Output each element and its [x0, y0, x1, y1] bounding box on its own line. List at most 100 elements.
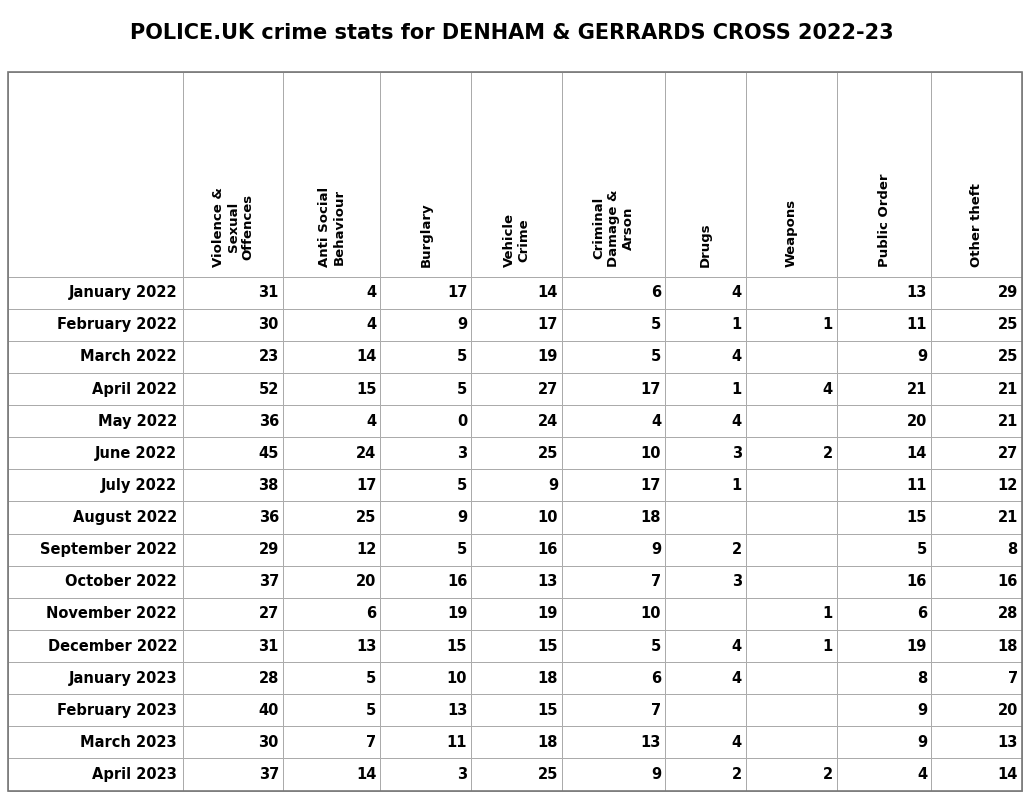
Text: June 2022: June 2022	[95, 446, 177, 461]
Text: November 2022: November 2022	[46, 607, 177, 622]
Bar	[381, 72, 471, 277]
Bar	[837, 277, 931, 308]
Text: 5: 5	[367, 671, 377, 685]
Text: 15: 15	[538, 703, 558, 718]
Text: January 2022: January 2022	[69, 285, 177, 300]
Bar	[666, 726, 746, 759]
Text: 14: 14	[356, 767, 377, 782]
Bar	[746, 662, 837, 694]
Text: 10: 10	[446, 671, 467, 685]
Text: 8: 8	[916, 671, 927, 685]
Text: 7: 7	[651, 575, 662, 589]
Text: 37: 37	[259, 767, 279, 782]
Text: 17: 17	[538, 317, 558, 332]
Text: 27: 27	[538, 382, 558, 397]
Bar	[837, 501, 931, 534]
Bar	[837, 759, 931, 791]
Text: 3: 3	[732, 446, 742, 461]
Bar	[283, 373, 381, 405]
Text: 11: 11	[906, 317, 927, 332]
Bar	[183, 534, 283, 566]
Bar	[746, 694, 837, 726]
Bar	[283, 726, 381, 759]
Text: 10: 10	[538, 510, 558, 525]
Text: 17: 17	[446, 285, 467, 300]
Text: 18: 18	[997, 638, 1018, 654]
Bar	[931, 501, 1022, 534]
Bar	[746, 277, 837, 308]
Bar	[666, 534, 746, 566]
Bar	[183, 501, 283, 534]
Bar	[381, 438, 471, 469]
Bar	[931, 72, 1022, 277]
Bar	[746, 469, 837, 501]
Text: 25: 25	[997, 317, 1018, 332]
Bar	[931, 694, 1022, 726]
Text: 14: 14	[997, 767, 1018, 782]
Bar	[381, 277, 471, 308]
Text: September 2022: September 2022	[40, 542, 177, 557]
Bar	[666, 308, 746, 341]
Bar	[562, 72, 666, 277]
Text: 12: 12	[356, 542, 377, 557]
Text: April 2023: April 2023	[92, 767, 177, 782]
Bar	[746, 438, 837, 469]
Bar	[931, 308, 1022, 341]
Bar	[8, 694, 183, 726]
Bar	[746, 630, 837, 662]
Text: 6: 6	[651, 285, 662, 300]
Text: 4: 4	[651, 414, 662, 429]
Text: 20: 20	[356, 575, 377, 589]
Bar	[562, 438, 666, 469]
Text: 2: 2	[822, 767, 833, 782]
Text: Weapons: Weapons	[785, 199, 798, 267]
Text: Anti Social
Behaviour: Anti Social Behaviour	[317, 187, 346, 267]
Bar	[562, 534, 666, 566]
Text: 20: 20	[997, 703, 1018, 718]
Bar	[837, 308, 931, 341]
Bar	[8, 726, 183, 759]
Text: August 2022: August 2022	[73, 510, 177, 525]
Bar	[931, 341, 1022, 373]
Bar	[283, 534, 381, 566]
Text: 25: 25	[997, 349, 1018, 364]
Bar	[931, 662, 1022, 694]
Text: 36: 36	[259, 414, 279, 429]
Text: 38: 38	[258, 478, 279, 493]
Text: 6: 6	[916, 607, 927, 622]
Bar	[746, 72, 837, 277]
Text: 4: 4	[916, 767, 927, 782]
Text: 18: 18	[538, 671, 558, 685]
Text: 16: 16	[446, 575, 467, 589]
Bar	[8, 373, 183, 405]
Bar	[666, 438, 746, 469]
Text: Public Order: Public Order	[878, 174, 891, 267]
Bar	[931, 759, 1022, 791]
Bar	[283, 277, 381, 308]
Text: 19: 19	[906, 638, 927, 654]
Bar	[562, 277, 666, 308]
Bar	[283, 72, 381, 277]
Text: 25: 25	[356, 510, 377, 525]
Bar	[562, 405, 666, 438]
Text: 2: 2	[732, 542, 742, 557]
Text: Other theft: Other theft	[970, 183, 983, 267]
Text: 5: 5	[367, 703, 377, 718]
Text: 30: 30	[258, 317, 279, 332]
Bar	[666, 277, 746, 308]
Bar	[283, 341, 381, 373]
Bar	[471, 405, 562, 438]
Bar	[837, 534, 931, 566]
Text: Drugs: Drugs	[699, 222, 712, 267]
Text: 6: 6	[367, 607, 377, 622]
Text: 5: 5	[457, 478, 467, 493]
Text: 9: 9	[457, 317, 467, 332]
Text: 4: 4	[367, 285, 377, 300]
Bar	[562, 308, 666, 341]
Text: 4: 4	[367, 317, 377, 332]
Text: 19: 19	[538, 349, 558, 364]
Bar	[931, 438, 1022, 469]
Bar	[666, 662, 746, 694]
Bar	[837, 405, 931, 438]
Text: 15: 15	[538, 638, 558, 654]
